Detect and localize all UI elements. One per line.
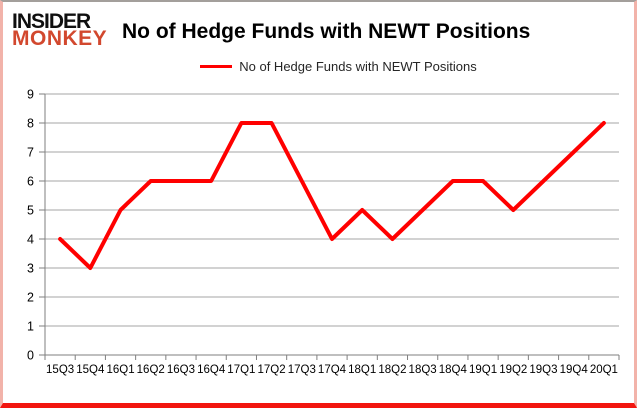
y-axis-tick-label: 7	[27, 146, 34, 160]
legend-label: No of Hedge Funds with NEWT Positions	[239, 59, 477, 74]
x-axis-tick-label: 18Q3	[409, 364, 437, 376]
x-axis-tick-label: 16Q2	[137, 364, 165, 376]
y-axis-tick-label: 1	[27, 320, 34, 334]
chart-legend: No of Hedge Funds with NEWT Positions	[3, 59, 634, 74]
y-axis-tick-label: 6	[27, 175, 34, 189]
x-axis-tick-label: 15Q3	[46, 364, 74, 376]
y-axis-tick-label: 4	[27, 233, 34, 247]
x-axis-tick-label: 17Q4	[318, 364, 347, 376]
y-axis-tick-label: 8	[27, 117, 34, 131]
x-axis-tick-label: 20Q1	[590, 364, 618, 376]
logo-line-insider: INSIDER	[12, 10, 91, 33]
y-axis-tick-label: 0	[27, 349, 34, 363]
x-axis-tick-label: 16Q3	[167, 364, 195, 376]
x-axis-tick-label: 17Q1	[227, 364, 255, 376]
y-axis-tick-label: 3	[27, 262, 34, 276]
logo-line-monkey: MONKEY	[12, 27, 108, 51]
x-axis-tick-label: 18Q4	[439, 364, 468, 376]
y-axis-tick-label: 2	[27, 291, 34, 305]
x-axis-tick-label: 17Q3	[288, 364, 316, 376]
chart-title: No of Hedge Funds with NEWT Positions	[122, 20, 531, 43]
y-axis-tick-label: 9	[27, 88, 34, 102]
legend-line-swatch	[200, 65, 233, 68]
x-axis-tick-label: 17Q2	[258, 364, 286, 376]
x-axis-tick-label: 18Q2	[378, 364, 406, 376]
x-axis-tick-label: 19Q1	[469, 364, 497, 376]
x-axis-tick-label: 19Q3	[529, 364, 557, 376]
insider-monkey-logo: INSIDER MONKEY	[12, 10, 108, 51]
x-axis-tick-label: 18Q1	[348, 364, 376, 376]
series-line	[58, 121, 606, 270]
x-axis-tick-label: 16Q4	[197, 364, 226, 376]
y-axis-tick-label: 5	[27, 204, 34, 218]
x-axis-tick-label: 19Q4	[560, 364, 589, 376]
x-axis-tick-label: 15Q4	[76, 364, 105, 376]
x-axis-tick-label: 16Q1	[106, 364, 134, 376]
x-axis-tick-label: 19Q2	[499, 364, 527, 376]
